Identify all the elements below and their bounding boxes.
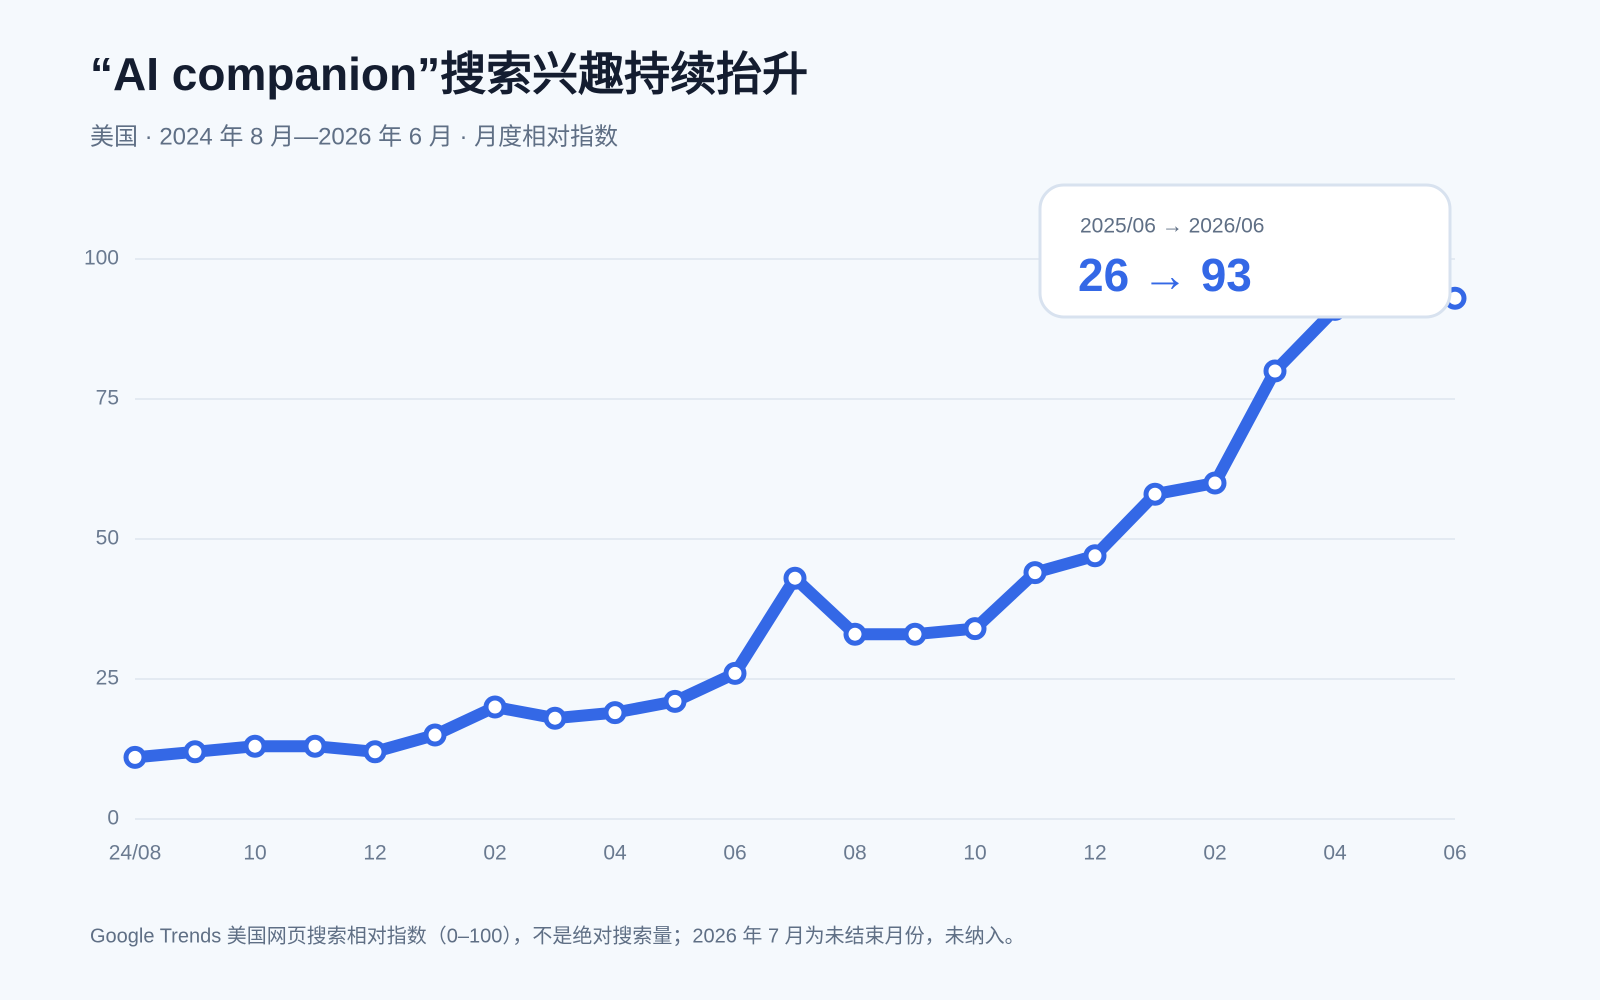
x-tick-label: 06 [723, 842, 746, 865]
annotation-value: 26 → 93 [1078, 249, 1252, 301]
annotation-box: 2025/06 → 2026/06 26 → 93 [1038, 183, 1452, 319]
plot-area: 0 25 50 75 100 24/08 10 12 02 04 06 08 10 12 02 04 06 [84, 247, 1467, 865]
point [903, 622, 927, 646]
x-tick-label: 12 [363, 842, 386, 865]
x-tick-label: 10 [963, 842, 986, 865]
x-tick-label: 12 [1083, 842, 1106, 865]
point [1143, 482, 1167, 506]
point [1263, 359, 1287, 383]
point [723, 661, 747, 685]
x-tick-label: 04 [1323, 842, 1347, 865]
point [363, 740, 387, 764]
y-tick-label: 0 [107, 807, 119, 830]
y-tick-label: 75 [96, 387, 119, 410]
point [1023, 561, 1047, 585]
x-tick-label: 02 [483, 842, 506, 865]
point [243, 734, 267, 758]
point [783, 566, 807, 590]
footnote: Google Trends 美国网页搜索相对指数（0–100），不是绝对搜索量；… [90, 924, 1025, 947]
x-tick-label: 24/08 [109, 842, 162, 865]
chart-subtitle: 美国 · 2024 年 8 月—2026 年 6 月 · 月度相对指数 [90, 123, 618, 150]
point [1083, 544, 1107, 568]
point [543, 706, 567, 730]
annotation-background [1038, 183, 1452, 319]
point [843, 622, 867, 646]
annotation-label: 2025/06 → 2026/06 [1080, 215, 1265, 238]
point [183, 740, 207, 764]
point [603, 701, 627, 725]
point [963, 617, 987, 641]
x-tick-label: 02 [1203, 842, 1226, 865]
x-tick-label: 04 [603, 842, 627, 865]
point [303, 734, 327, 758]
point [1203, 471, 1227, 495]
x-tick-label: 06 [1443, 842, 1466, 865]
y-tick-label: 50 [96, 527, 119, 550]
point [663, 689, 687, 713]
chart-title: “AI companion”搜索兴趣持续抬升 [90, 48, 808, 100]
point [123, 745, 147, 769]
x-tick-label: 08 [843, 842, 866, 865]
point [423, 723, 447, 747]
point [483, 695, 507, 719]
y-tick-label: 25 [96, 667, 119, 690]
y-tick-label: 100 [84, 247, 119, 270]
x-tick-label: 10 [243, 842, 266, 865]
